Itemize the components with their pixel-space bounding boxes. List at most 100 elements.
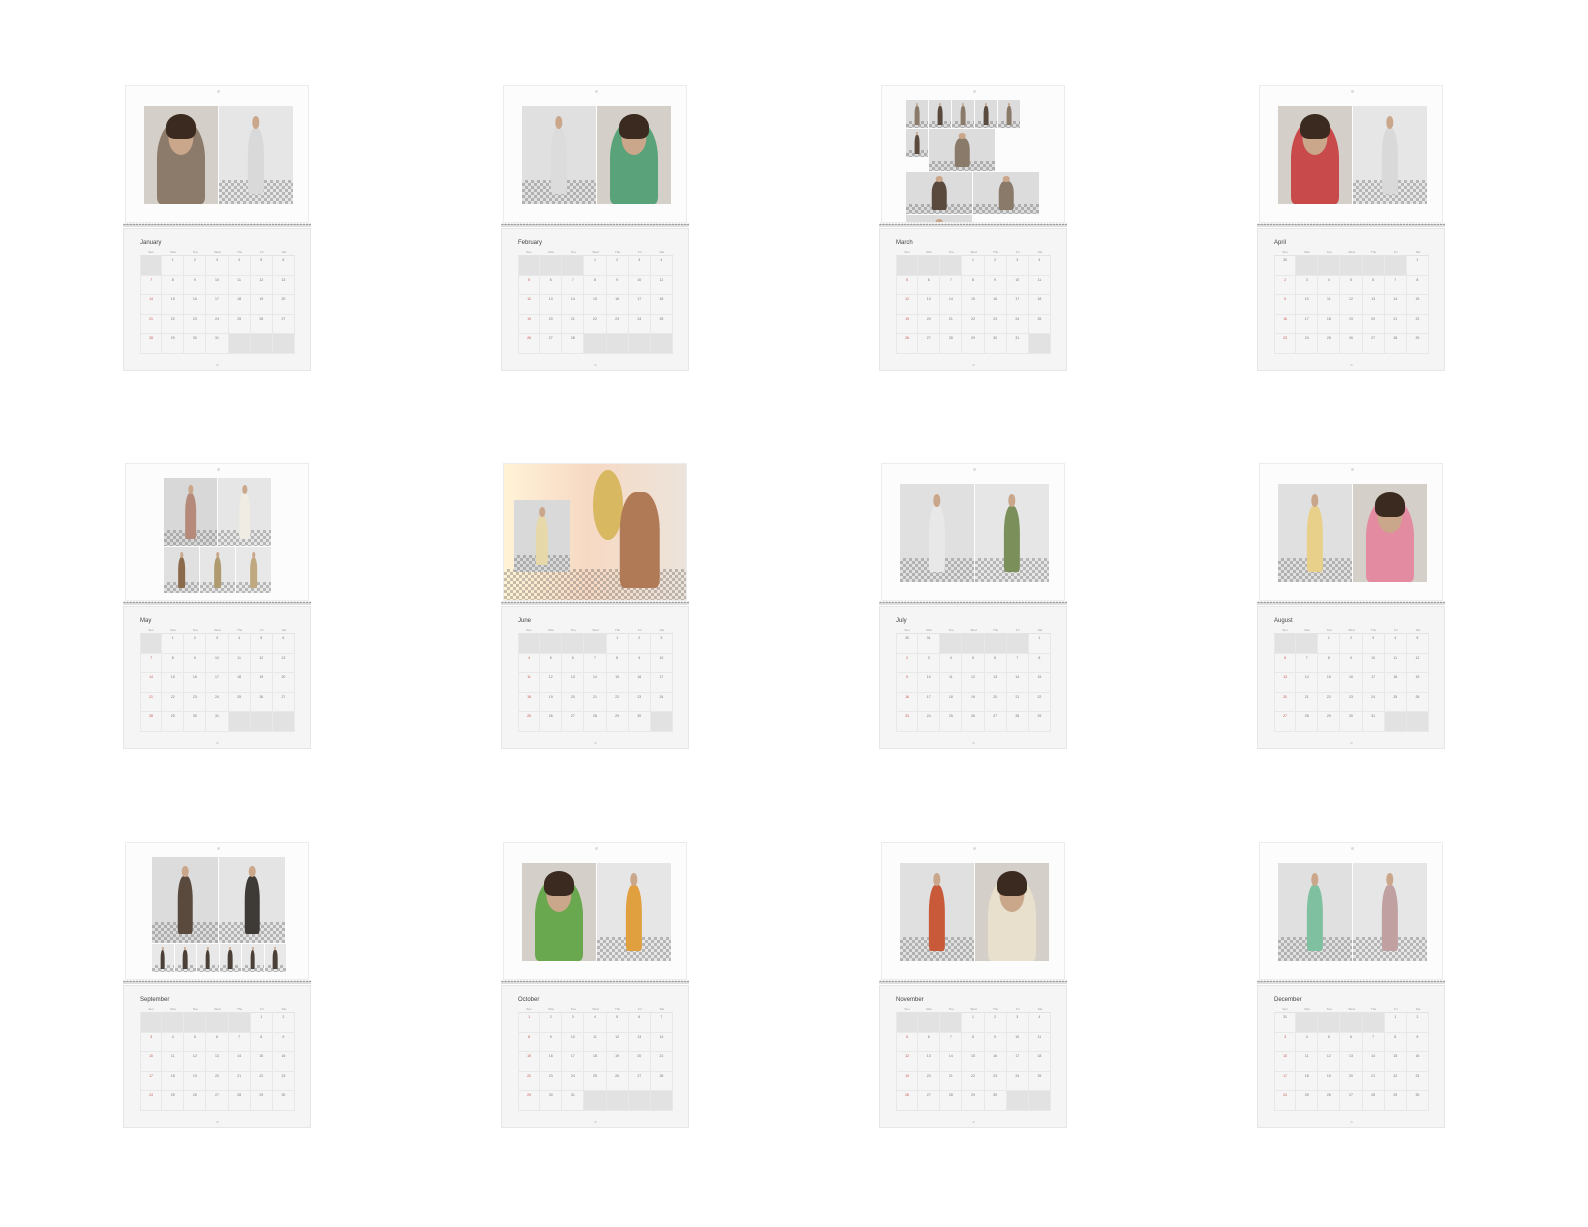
photo-tile bbox=[219, 944, 241, 972]
date-cell: 17 bbox=[650, 673, 673, 693]
weekday-label: Mon bbox=[548, 628, 555, 632]
date-cell: 17 bbox=[562, 1052, 585, 1072]
date-cell: 25 bbox=[584, 1071, 607, 1092]
date-cell: 11 bbox=[1028, 275, 1051, 296]
date-cell: 30 bbox=[184, 712, 207, 732]
date-cell bbox=[228, 1013, 251, 1033]
date-number: 29 bbox=[615, 714, 620, 719]
weekday-label: Mon bbox=[1304, 1007, 1311, 1011]
weekday-header: Sun Mon Tue Wed Thu Fri Sat bbox=[140, 628, 295, 632]
weekday-label: Wed bbox=[592, 1007, 599, 1011]
date-cell bbox=[606, 334, 629, 354]
date-cell bbox=[584, 334, 607, 354]
date-cell: 12 bbox=[1340, 295, 1363, 315]
figure-head bbox=[539, 507, 545, 517]
weekday-label: Sun bbox=[1282, 1007, 1288, 1011]
photo-tile bbox=[219, 106, 293, 204]
weekday-label: Mon bbox=[1304, 628, 1311, 632]
date-number: 14 bbox=[593, 675, 597, 680]
date-number: 26 bbox=[971, 714, 975, 719]
standing-figure bbox=[535, 515, 549, 565]
date-number: 10 bbox=[1304, 297, 1309, 302]
photo-area bbox=[152, 857, 286, 972]
weekday-header: Sun Mon Tue Wed Thu Fri Sat bbox=[1274, 250, 1429, 254]
date-cell: 1 bbox=[606, 634, 629, 654]
date-cell bbox=[140, 634, 163, 654]
weekday-label: Thu bbox=[1371, 1007, 1377, 1011]
date-cell: 11 bbox=[940, 673, 963, 693]
date-number: 16 bbox=[1283, 316, 1288, 321]
date-number: 7 bbox=[594, 655, 596, 660]
date-number: 23 bbox=[615, 316, 620, 321]
figure-head bbox=[251, 551, 256, 558]
photo-tile bbox=[152, 857, 218, 943]
date-number: 18 bbox=[527, 694, 532, 699]
date-cell: 10 bbox=[206, 275, 229, 296]
hanging-hole bbox=[973, 468, 976, 471]
hanging-hole bbox=[973, 847, 976, 850]
date-number: 30 bbox=[281, 1093, 286, 1098]
date-cell: 31 bbox=[1006, 334, 1029, 354]
date-number: 11 bbox=[949, 675, 953, 680]
month-title: January bbox=[140, 240, 162, 246]
date-cell: 19 bbox=[1406, 673, 1429, 693]
date-grid: 1 2 3 4 5 6 7 8 9 10 11 12 13 14 15 16 17 18 19 20 21 22 23 24 2… bbox=[140, 1012, 295, 1111]
date-cell bbox=[540, 634, 563, 654]
date-cell: 18 bbox=[1384, 673, 1407, 693]
date-number: 5 bbox=[616, 1015, 619, 1019]
weekday-label: Mon bbox=[926, 1007, 933, 1011]
calendar-sheet-april: April Sun Mon Tue Wed Thu Fri Sat 30 1 2 3 4 5 6 7 8 9 10 1… bbox=[1257, 85, 1445, 373]
date-number: 15 bbox=[1415, 297, 1420, 302]
standing-figure bbox=[177, 875, 193, 935]
date-number: 6 bbox=[927, 277, 930, 282]
date-number: 1 bbox=[1038, 636, 1041, 640]
date-cell: 25 bbox=[162, 1091, 185, 1111]
date-cell: 26 bbox=[606, 1071, 629, 1092]
date-number: 28 bbox=[570, 336, 575, 341]
date-number: 25 bbox=[593, 1073, 597, 1078]
date-cell bbox=[1006, 1091, 1029, 1111]
standing-figure bbox=[1381, 884, 1399, 952]
date-number: 28 bbox=[1304, 714, 1309, 719]
date-cell: 20 bbox=[272, 673, 295, 693]
weekday-label: Sun bbox=[526, 628, 532, 632]
weekday-label: Wed bbox=[214, 250, 221, 254]
date-number: 6 bbox=[282, 258, 285, 262]
date-cell: 21 bbox=[584, 692, 607, 713]
date-cell: 6 bbox=[540, 275, 563, 296]
date-cell bbox=[140, 256, 163, 276]
weekday-label: Wed bbox=[1348, 628, 1355, 632]
date-cell: 20 bbox=[562, 692, 585, 713]
date-cell: 15 bbox=[162, 673, 185, 693]
date-cell: 6 bbox=[918, 275, 941, 296]
date-number: 28 bbox=[948, 336, 953, 341]
date-cell: 16 bbox=[628, 673, 651, 693]
date-cell: 3 bbox=[140, 1032, 163, 1053]
figure-head bbox=[181, 865, 189, 877]
date-cell: 9 bbox=[1406, 1032, 1429, 1053]
date-cell: 1 bbox=[250, 1013, 273, 1033]
date-cell: 26 bbox=[1318, 1091, 1341, 1111]
date-number: 24 bbox=[570, 1073, 575, 1078]
date-number: 2 bbox=[638, 636, 641, 640]
date-cell: 27 bbox=[540, 334, 563, 354]
date-number: 22 bbox=[259, 1073, 264, 1078]
date-number: 27 bbox=[215, 1093, 219, 1098]
date-cell: 7 bbox=[940, 1032, 963, 1053]
date-cell: 29 bbox=[250, 1091, 273, 1111]
figure-head bbox=[958, 133, 966, 139]
date-cell: 23 bbox=[540, 1071, 563, 1092]
date-cell: 14 bbox=[1362, 1052, 1385, 1072]
date-number: 3 bbox=[216, 636, 218, 640]
date-cell: 22 bbox=[606, 692, 629, 713]
weekday-label: Mon bbox=[1304, 250, 1311, 254]
date-cell: 12 bbox=[184, 1052, 207, 1072]
date-cell: 6 bbox=[272, 634, 295, 654]
calendar-page: July Sun Mon Tue Wed Thu Fri Sat 30 31 1 2 3 4 5 6 7 8 9 10… bbox=[879, 606, 1067, 749]
weekday-label: Sat bbox=[1415, 1007, 1421, 1011]
spiral-bar bbox=[879, 225, 1067, 227]
date-number: 3 bbox=[927, 655, 930, 660]
date-number: 16 bbox=[1349, 675, 1353, 680]
date-cell bbox=[1028, 334, 1051, 354]
date-cell: 3 bbox=[1006, 256, 1029, 276]
